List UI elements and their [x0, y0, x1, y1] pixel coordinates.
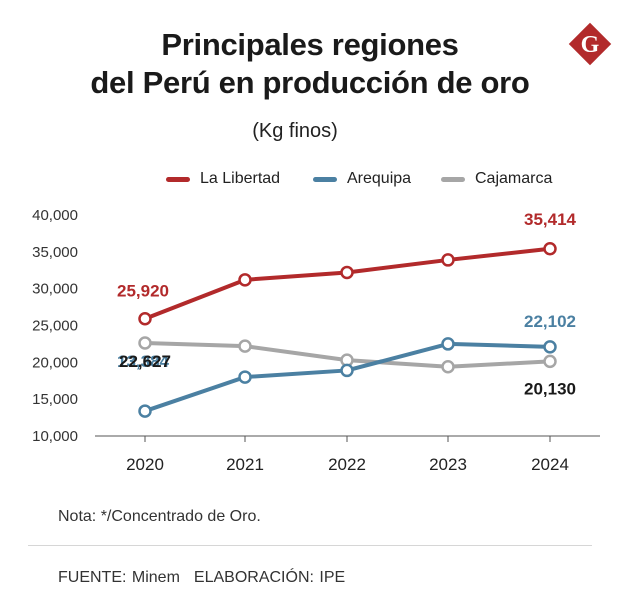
data-point-arequipa — [543, 340, 557, 354]
data-label-cajamarca: 22,627 — [119, 352, 171, 371]
x-tick-label: 2024 — [531, 455, 569, 474]
data-point-la-libertad — [441, 253, 455, 267]
y-tick-label: 10,000 — [32, 428, 78, 445]
logo-letter: G — [581, 32, 600, 58]
chart-title-line-2: del Perú en producción de oro — [90, 65, 530, 100]
legend-item-cajamarca: Cajamarca — [441, 170, 552, 188]
data-point-la-libertad — [238, 273, 252, 287]
legend-label-cajamarca: Cajamarca — [475, 170, 553, 187]
x-tick-label: 2021 — [226, 455, 264, 474]
data-point-cajamarca — [138, 336, 152, 350]
chart-subtitle: (Kg finos) — [252, 120, 338, 142]
y-tick-label: 40,000 — [32, 207, 78, 224]
data-point-la-libertad — [138, 311, 152, 326]
data-point-cajamarca — [441, 360, 455, 374]
data-point-la-libertad — [543, 242, 557, 256]
data-label-arequipa: 13,384 — [117, 352, 170, 371]
x-tick-label: 2023 — [429, 455, 467, 474]
y-tick-label: 25,000 — [32, 318, 78, 335]
data-label-la-libertad: 25,920 — [117, 282, 169, 301]
legend-swatch-arequipa — [313, 176, 337, 182]
data-point-cajamarca — [238, 339, 252, 353]
data-point-arequipa — [441, 337, 455, 351]
x-tick-label: 2022 — [328, 455, 366, 474]
legend-label-arequipa: Arequipa — [347, 170, 412, 187]
source-fuente: FUENTE: Minem — [58, 569, 180, 586]
legend-swatch-cajamarca — [441, 176, 465, 182]
gestion-logo-icon: G — [568, 22, 612, 66]
legend-item-arequipa: Arequipa — [313, 170, 411, 188]
footer-divider — [28, 545, 592, 546]
data-point-la-libertad — [340, 265, 354, 280]
data-point-cajamarca — [543, 354, 557, 369]
data-label-arequipa: 22,102 — [524, 312, 576, 331]
data-point-arequipa — [138, 404, 152, 418]
legend-label-la-libertad: La Libertad — [200, 170, 281, 187]
legend-item-la-libertad: La Libertad — [166, 170, 280, 188]
chart-source: FUENTE: Minem ELABORACIÓN: IPE — [58, 569, 345, 587]
data-label-cajamarca: 20,130 — [524, 379, 576, 398]
legend-swatch-la-libertad — [166, 176, 190, 182]
y-tick-label: 35,000 — [32, 244, 78, 261]
y-tick-label: 20,000 — [32, 354, 78, 371]
data-point-arequipa — [238, 370, 252, 384]
chart-title-line-1: Principales regiones — [161, 27, 459, 62]
data-point-arequipa — [340, 363, 354, 378]
source-elaboracion: ELABORACIÓN: IPE — [193, 569, 346, 586]
chart-legend: La Libertad Arequipa Cajamarca — [0, 170, 620, 194]
chart-title: Principales regiones del Perú en producc… — [0, 26, 620, 102]
series-line-la-libertad — [143, 246, 552, 321]
x-tick-label: 2020 — [126, 455, 164, 474]
data-label-la-libertad: 35,414 — [524, 210, 577, 229]
chart-note: Nota: */Concentrado de Oro. — [58, 508, 261, 525]
y-tick-label: 15,000 — [32, 391, 78, 408]
y-tick-label: 30,000 — [32, 281, 78, 298]
